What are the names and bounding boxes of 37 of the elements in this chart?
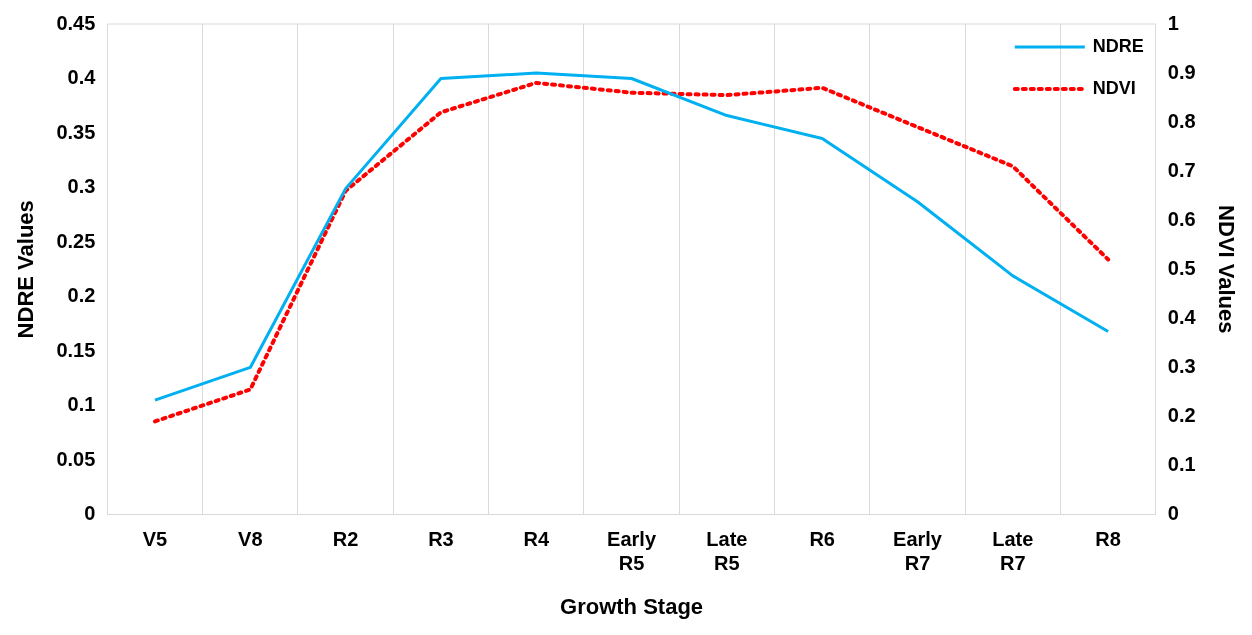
y2-tick-label: 0.3 — [1167, 354, 1196, 377]
x-tick-label: Late R7 — [992, 528, 1034, 575]
y2-tick-label: 1 — [1167, 11, 1179, 34]
x-tick-label: Early R7 — [893, 528, 943, 575]
x-tick-label: R2 — [332, 528, 359, 551]
x-tick-label: Early R5 — [607, 528, 657, 575]
y-tick-label: 0 — [84, 502, 96, 525]
y2-tick-label: 0.5 — [1167, 256, 1196, 279]
y2-tick-label: 0.1 — [1167, 453, 1196, 476]
x-tick-label: R8 — [1095, 528, 1121, 551]
y2-tick-label: 0 — [1167, 502, 1179, 525]
y2-tick-label: 0.6 — [1167, 207, 1196, 230]
y-tick-label: 0.3 — [67, 175, 96, 198]
y2-tick-label: 0.9 — [1167, 60, 1196, 83]
y2-tick-label: 0.4 — [1167, 305, 1197, 328]
y-tick-label: 0.45 — [56, 11, 96, 34]
y2-tick-label: 0.8 — [1167, 109, 1196, 132]
y-tick-label: 0.15 — [56, 338, 96, 361]
legend-label: NDVI — [1092, 77, 1136, 98]
y-tick-label: 0.25 — [56, 229, 96, 252]
y-tick-label: 0.35 — [56, 120, 96, 143]
y-tick-label: 0.4 — [67, 66, 97, 89]
legend-label: NDRE — [1092, 35, 1144, 56]
y-tick-label: 0.05 — [56, 447, 96, 470]
x-tick-label: R6 — [809, 528, 835, 551]
x-tick-label: V5 — [142, 528, 168, 551]
y-axis-title: NDRE Values — [13, 200, 39, 339]
x-tick-label: V8 — [238, 528, 263, 551]
y2-tick-label: 0.7 — [1167, 158, 1196, 181]
x-tick-label: Late R5 — [706, 528, 748, 575]
y2-axis-title: NDVI Values — [1213, 205, 1239, 334]
x-axis-title: Growth Stage — [560, 593, 704, 619]
y-tick-label: 0.1 — [67, 393, 96, 416]
x-tick-label: R3 — [428, 528, 454, 551]
x-tick-label: R4 — [523, 528, 550, 551]
y2-tick-label: 0.2 — [1167, 404, 1196, 426]
y-tick-label: 0.2 — [67, 284, 96, 307]
